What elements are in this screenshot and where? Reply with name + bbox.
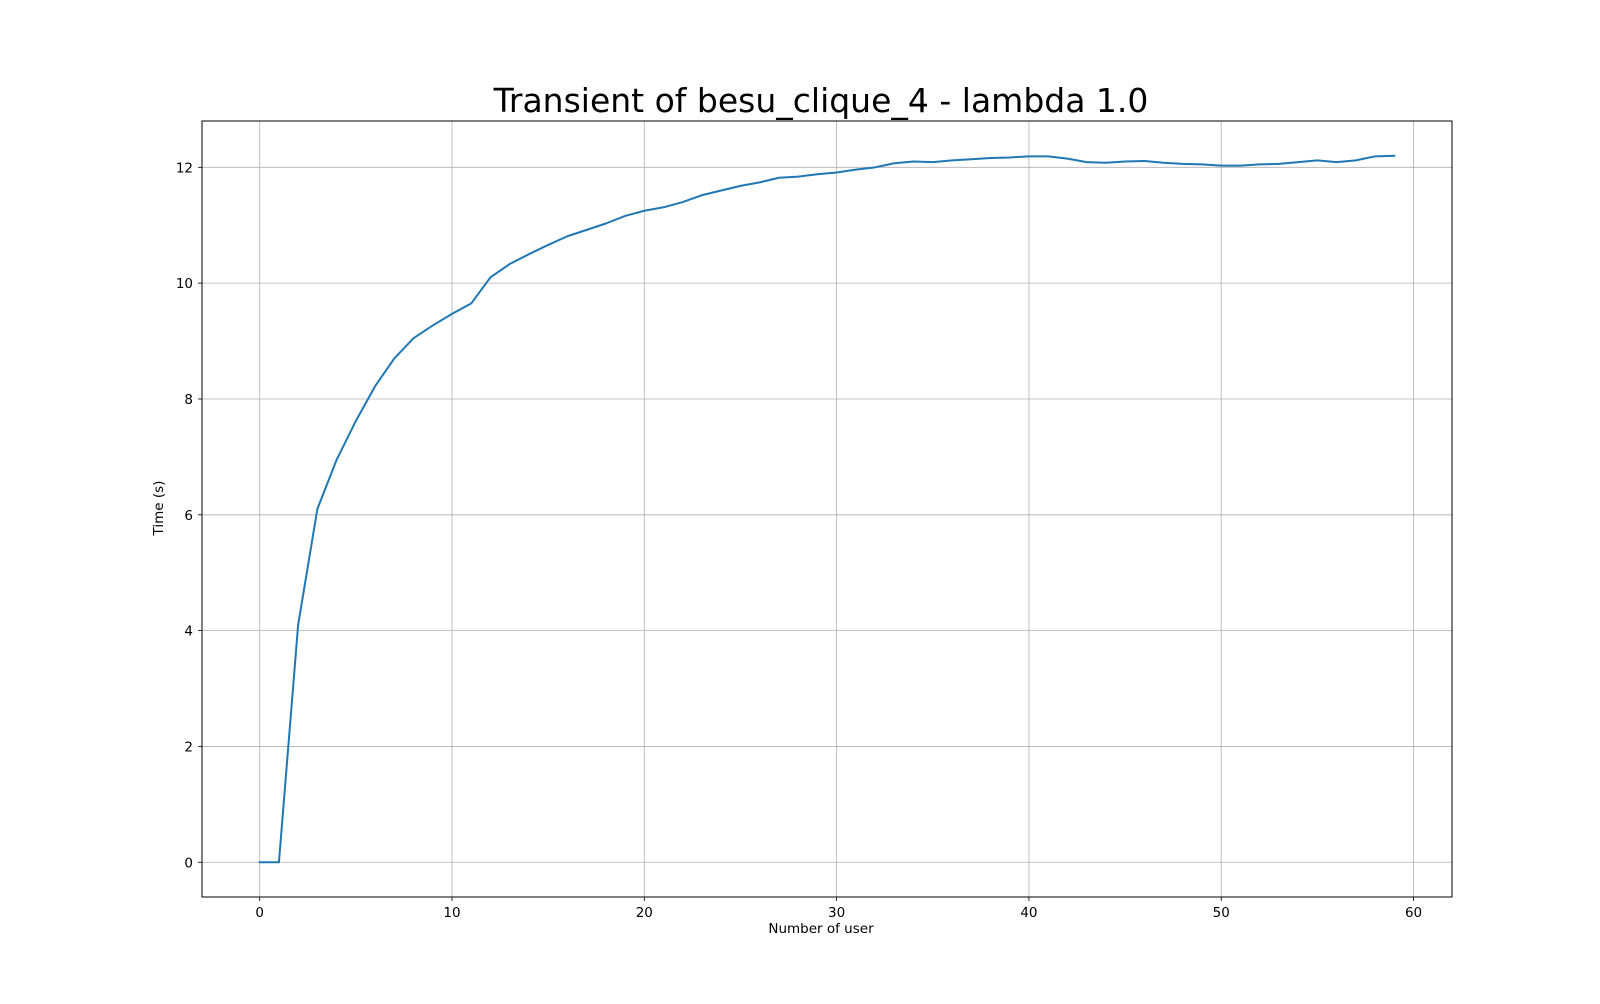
plot-area-frame [201, 120, 1453, 898]
y-tick-label: 12 [176, 160, 193, 176]
y-tick-label: 8 [184, 392, 193, 408]
y-tick-label: 0 [184, 855, 193, 871]
x-axis-label: Number of user [768, 921, 874, 937]
x-tick-label: 20 [636, 905, 653, 921]
y-tick-label: 4 [184, 624, 193, 640]
x-tick-label: 10 [443, 905, 460, 921]
x-tick-label: 30 [828, 905, 845, 921]
x-tick-label: 50 [1213, 905, 1230, 921]
series-line [258, 154, 1396, 864]
x-axis-ticks: 0 10 20 30 40 50 60 [255, 897, 1422, 921]
y-tick-label: 6 [184, 508, 193, 524]
y-tick-label: 10 [176, 276, 193, 292]
x-tick-label: 40 [1020, 905, 1037, 921]
y-axis-label: Time (s) [151, 481, 167, 537]
y-axis-ticks: 0 2 4 6 8 10 12 [176, 160, 202, 871]
x-tick-label: 60 [1405, 905, 1422, 921]
grid-lines [202, 121, 1452, 897]
x-tick-label: 0 [255, 905, 264, 921]
chart-title: Transient of besu_clique_4 - lambda 1.0 [493, 81, 1149, 120]
y-tick-label: 2 [184, 739, 193, 755]
series-layer [258, 154, 1396, 864]
